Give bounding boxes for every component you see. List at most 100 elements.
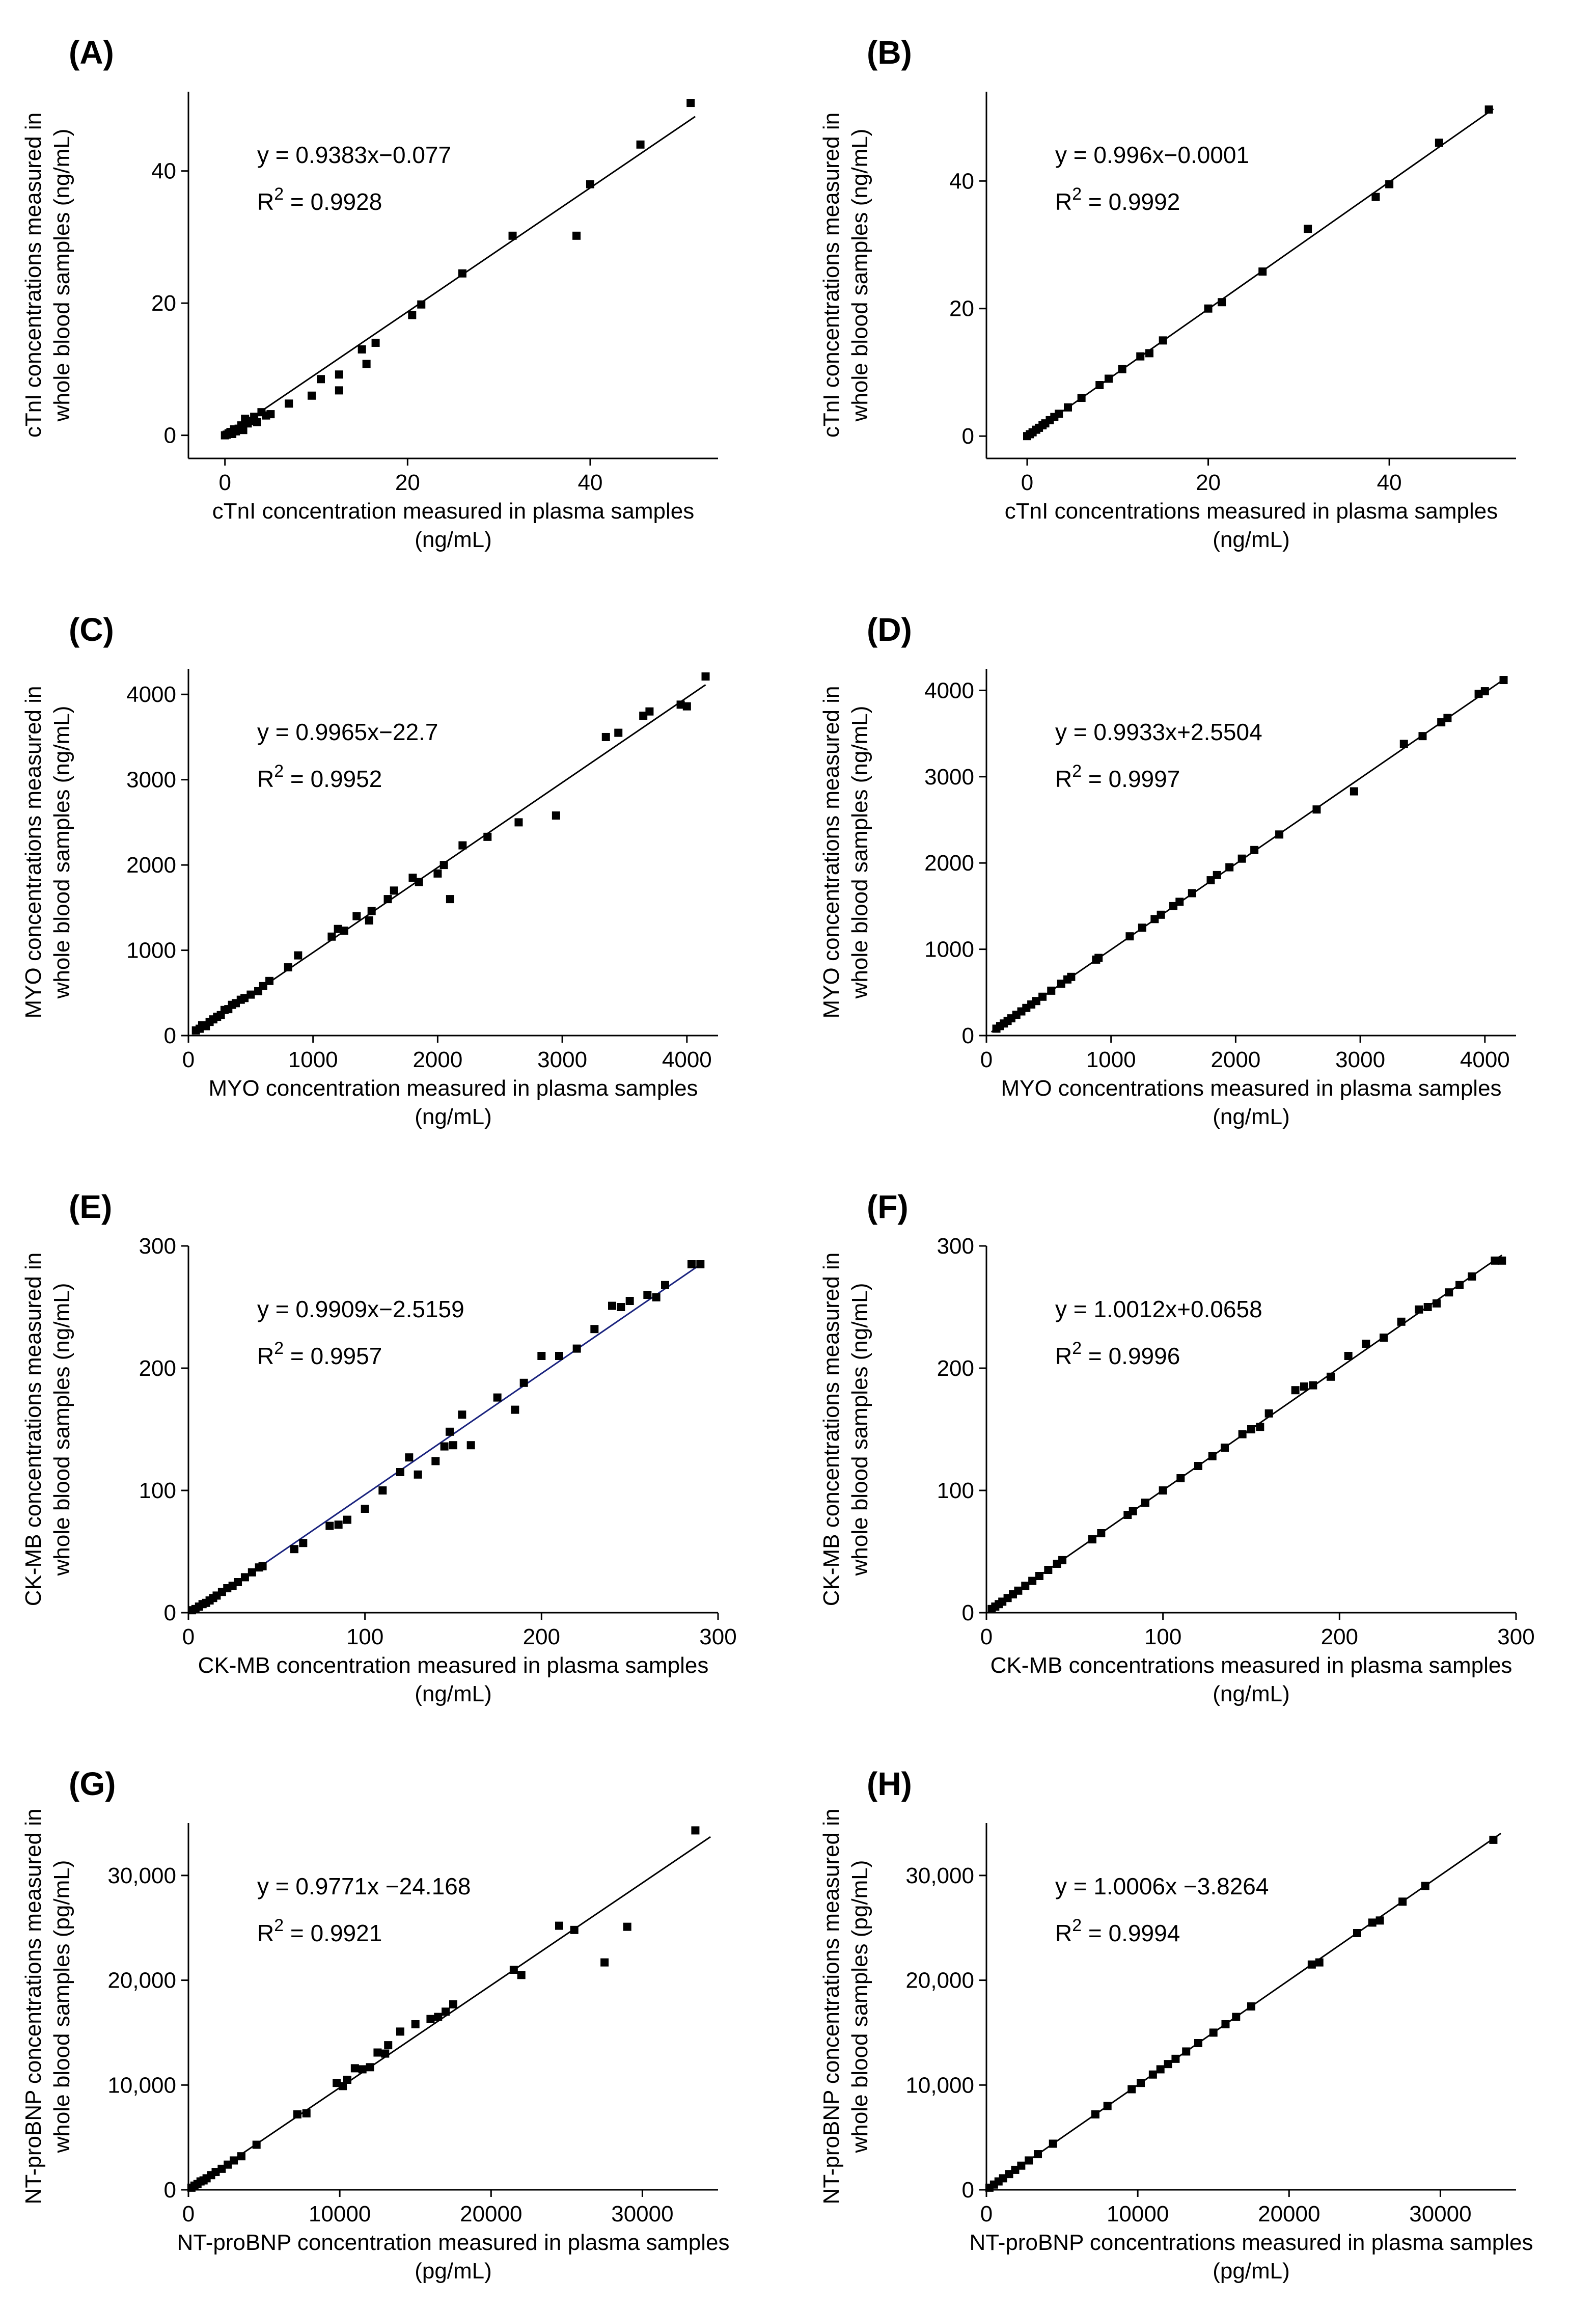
data-point (1171, 2054, 1180, 2063)
panel-label: (H) (867, 1765, 912, 1802)
data-point (308, 391, 316, 400)
y-tick-label: 0 (962, 1023, 974, 1048)
data-point (687, 1260, 696, 1268)
data-point (408, 874, 417, 882)
data-point (1150, 915, 1159, 923)
fit-line (192, 684, 706, 1035)
data-point (1423, 1303, 1432, 1311)
x-tick-label: 0 (980, 1624, 993, 1649)
data-point (1375, 1916, 1384, 1925)
data-point (643, 1291, 652, 1299)
data-point (284, 963, 292, 972)
chart-svg: (H) 0 10000 20000 30000 0 10,000 20,000 30,000 NT… (819, 1765, 1533, 2284)
data-point (1204, 304, 1213, 313)
data-point (1156, 2065, 1165, 2074)
data-point (570, 1925, 579, 1934)
y-tick-label: 10,000 (905, 2073, 974, 2098)
y-tick-label: 10,000 (107, 2073, 176, 2098)
data-point (1017, 2161, 1026, 2170)
data-point (431, 1457, 440, 1465)
data-point (1206, 876, 1215, 885)
data-point (240, 1573, 249, 1582)
data-point (1047, 986, 1056, 995)
data-point (1097, 1529, 1106, 1537)
x-tick-label: 0 (182, 2202, 195, 2226)
data-point (1136, 352, 1145, 361)
panel-label: (G) (69, 1765, 116, 1802)
data-point (517, 1971, 526, 1979)
data-point (352, 912, 361, 920)
data-point (1044, 1566, 1053, 1574)
data-point (335, 370, 343, 379)
data-point (458, 1410, 466, 1419)
y-tick-label: 0 (962, 2178, 974, 2203)
data-point (519, 1378, 528, 1387)
data-point (335, 386, 343, 395)
data-point (414, 1470, 422, 1479)
data-point (1435, 139, 1443, 147)
panel-g: (G) 0 10000 20000 30000 0 10,000 20,000 30,000 NT… (0, 1731, 798, 2309)
data-point (1474, 690, 1483, 698)
data-point (511, 1405, 519, 1414)
x-tick-label: 4000 (1460, 1047, 1510, 1072)
y-axis-title: cTnI concentrations measured in (21, 113, 46, 438)
data-point (367, 907, 376, 915)
data-point (1291, 1386, 1300, 1395)
data-point (290, 1545, 298, 1554)
data-point (365, 916, 373, 925)
data-point (1091, 2110, 1099, 2118)
data-point (442, 2007, 450, 2016)
data-point (293, 2110, 301, 2118)
data-point (701, 672, 710, 681)
data-point (334, 925, 342, 933)
data-point (1169, 902, 1178, 910)
data-point (1304, 225, 1312, 233)
data-point (408, 311, 417, 319)
data-point (1344, 1352, 1353, 1360)
data-point (1300, 1382, 1308, 1391)
data-point (676, 700, 685, 709)
x-axis-title: NT-proBNP concentrations measured in pla… (969, 2230, 1533, 2255)
data-point (1137, 2079, 1145, 2087)
data-point (302, 2109, 311, 2117)
x-tick-label: 0 (980, 2202, 993, 2226)
data-point (1353, 1929, 1361, 1937)
data-point (415, 878, 423, 886)
data-point (1145, 349, 1153, 358)
data-point (1138, 923, 1146, 932)
r-squared: R2 = 0.9997 (1055, 762, 1180, 792)
data-point (1064, 403, 1072, 412)
data-point (266, 410, 275, 419)
data-point (625, 1297, 634, 1305)
regression-equation: y = 1.0006x −3.8264 (1055, 1873, 1269, 1899)
data-point (1480, 687, 1489, 696)
data-point (440, 1442, 449, 1451)
y-axis-title: CK-MB concentrations measured in (21, 1253, 46, 1607)
data-point (617, 1303, 625, 1311)
data-point (645, 707, 654, 716)
data-point (1398, 1897, 1407, 1906)
data-point (1437, 718, 1446, 727)
data-point (1038, 992, 1047, 1001)
data-point (234, 1578, 242, 1586)
x-tick-label: 1000 (1086, 1047, 1136, 1072)
data-point (1275, 830, 1284, 839)
y-tick-label: 0 (164, 2178, 176, 2203)
y-axis-title: whole blood samples (ng/mL) (847, 1283, 872, 1577)
data-point (614, 728, 623, 737)
panel-label: (A) (69, 34, 114, 71)
panel-a: (A) 0 20 40 0 20 40 cTnI concentration measured… (0, 0, 798, 577)
x-tick-label: 4000 (662, 1047, 712, 1072)
x-tick-label: 2000 (412, 1047, 462, 1072)
data-point (247, 1568, 256, 1577)
x-axis-title: CK-MB concentration measured in plasma s… (198, 1653, 709, 1678)
data-point (555, 1921, 563, 1930)
data-point (572, 1344, 581, 1353)
y-tick-label: 4000 (126, 682, 176, 707)
data-point (411, 2020, 420, 2028)
data-point (1309, 1381, 1317, 1390)
data-point (514, 818, 523, 827)
data-point (285, 399, 293, 408)
data-point (1095, 381, 1104, 389)
y-tick-label: 0 (164, 1600, 176, 1625)
